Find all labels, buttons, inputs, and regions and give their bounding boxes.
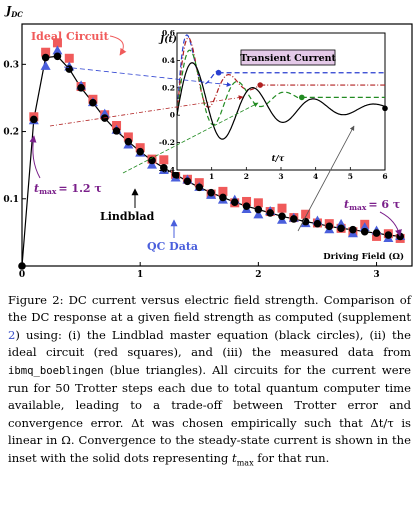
inset-ytick-label: -0.4 [159, 166, 175, 175]
ideal-square [159, 155, 169, 165]
inset-xtick-label: 5 [348, 172, 353, 181]
main-ytick-label: 0.2 [3, 128, 19, 138]
lindblad-circle [53, 52, 62, 61]
qc-triangle [253, 209, 264, 219]
dc-current-figure: 0 1 2 3 0.1 0.2 0.3 JDC Driving Field (Ω) 0 1 2 3… [3, 4, 413, 280]
main-xtick-label: 1 [137, 270, 143, 280]
inset-xtick-label: 1 [209, 172, 214, 181]
tmax-left-arrow [29, 135, 41, 179]
transient-curve [176, 62, 386, 140]
ideal-square [218, 186, 228, 196]
qc-triangle [40, 60, 51, 70]
main-ylabel: JDC [4, 4, 23, 19]
lindblad-circle [171, 170, 180, 179]
qc-data-label: QC Data [147, 240, 198, 253]
device-name: ibmq_boeblingen [8, 364, 104, 377]
lindblad-circle [384, 231, 393, 239]
inset-xlabel: t/τ [272, 154, 285, 164]
inset-ytick-label: -0.2 [159, 138, 175, 147]
inset-axis-ticks: 0 1 2 3 4 5 6 -0.4 -0.2 0 0.2 0.4 0.6 [159, 29, 388, 182]
lindblad-circle [183, 177, 192, 186]
ideal-square [64, 53, 74, 63]
lindblad-circle [195, 183, 204, 192]
inset-ytick-label: 0.4 [162, 56, 175, 65]
inset-ytick-label: 0.6 [162, 29, 175, 38]
main-plot-frame [21, 23, 413, 267]
lindblad-circle [372, 229, 381, 237]
lindblad-circle [89, 98, 97, 107]
lindblad-circle [313, 219, 322, 228]
inset-xtick-label: 0 [174, 172, 179, 181]
inset-ytick-label: 0 [170, 111, 175, 120]
lindblad-circle [160, 164, 168, 172]
lindblad-circle [65, 65, 74, 73]
inset-xtick-label: 4 [313, 172, 318, 181]
lindblad-circle [207, 188, 215, 197]
lindblad-circle [337, 224, 345, 233]
supplement-link[interactable]: 2 [8, 327, 16, 342]
tmax-right-arrow [379, 211, 402, 237]
lindblad-circle [136, 147, 144, 156]
figure-caption: Figure 2: DC current versus electric fie… [8, 293, 411, 467]
lindblad-circle [18, 262, 26, 270]
lindblad-circle [266, 209, 274, 217]
inset-transient-curves [176, 34, 388, 140]
ideal-square [242, 196, 252, 206]
lindblad-circle [349, 225, 357, 234]
ideal-square [41, 47, 51, 57]
lindblad-circle [77, 84, 85, 92]
inset-xtick-label: 6 [382, 172, 387, 181]
tmax-dot [299, 94, 305, 101]
main-xlabel: Driving Field (Ω) [323, 251, 404, 262]
tmax-left-label: tmax = 1.2 τ [34, 182, 102, 196]
inset-ylabel: J(t) [158, 34, 177, 45]
connector-green [122, 102, 259, 174]
lindblad-circle [30, 115, 38, 124]
lindblad-circle [41, 53, 50, 62]
tmax-dot [215, 69, 222, 76]
qc-triangle [52, 45, 63, 55]
main-axis-ticks: 0 1 2 3 0.1 0.2 0.3 [3, 60, 379, 280]
ideal-square [52, 38, 62, 48]
inset-title-box [240, 49, 336, 66]
lindblad-circle [290, 215, 298, 223]
lindblad-circle [112, 127, 121, 135]
lindblad-circle [242, 202, 251, 210]
inset-xtick-label: 2 [244, 172, 249, 181]
transient-curve [176, 37, 261, 116]
ideal-square [123, 132, 133, 142]
main-xtick-label: 3 [373, 270, 379, 280]
ideal-square [301, 209, 311, 219]
main-ytick-label: 0.3 [3, 60, 19, 70]
main-ytick-label: 0.1 [3, 195, 19, 205]
lindblad-circle [124, 137, 133, 146]
inset-xtick-label: 3 [278, 172, 283, 181]
lindblad-circle [396, 232, 404, 241]
lindblad-circle [360, 227, 369, 236]
main-xtick-label: 0 [19, 270, 25, 280]
lindblad-circle [254, 205, 263, 214]
ideal-square [253, 198, 263, 208]
lindblad-circle [230, 198, 239, 206]
lindblad-label: Lindblad [100, 210, 155, 223]
main-xtick-label: 2 [255, 270, 261, 280]
transient-curve [176, 49, 302, 126]
tmax-dot [382, 105, 388, 112]
connector-red [49, 95, 244, 127]
ideal-circuit-label: Ideal Circuit [31, 30, 110, 43]
lindblad-circle [278, 212, 286, 221]
connector-black [297, 125, 355, 232]
tmax-dot [257, 82, 264, 88]
lindblad-circle [325, 222, 334, 231]
lindblad-circle [219, 193, 227, 202]
ideal-square [277, 203, 287, 213]
inset-ytick-label: 0.2 [162, 83, 175, 92]
inset-title: Transient Current [240, 53, 336, 64]
tmax-right-label: tmax = 6 τ [344, 198, 400, 212]
ideal-circuit-arrow [109, 35, 127, 56]
connector-blue [63, 66, 232, 87]
